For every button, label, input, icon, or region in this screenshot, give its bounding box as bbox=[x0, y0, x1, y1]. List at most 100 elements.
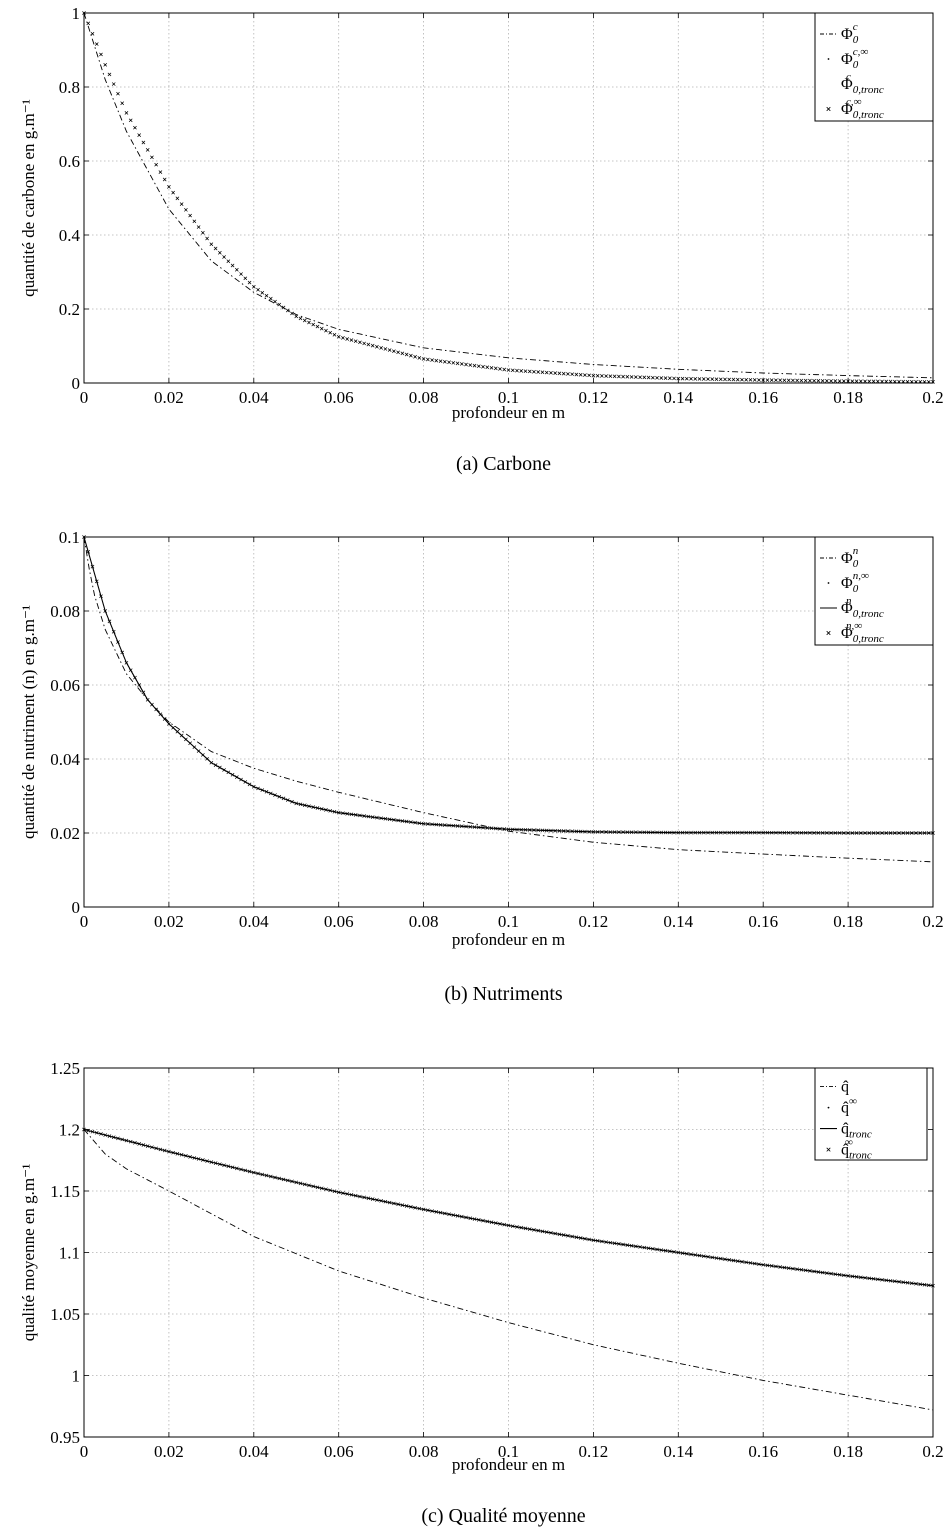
series-marker bbox=[404, 819, 409, 824]
series-marker bbox=[86, 1128, 91, 1133]
series-marker bbox=[421, 1207, 426, 1212]
series-marker bbox=[549, 828, 553, 833]
series-marker bbox=[175, 196, 180, 201]
legend-entry: Φ0,troncc,∞ bbox=[841, 96, 884, 121]
series-marker bbox=[268, 1174, 273, 1179]
series-marker bbox=[285, 1178, 290, 1183]
x-axis-label: profondeur en m bbox=[452, 1455, 565, 1474]
legend-entry: q̂tronc∞ bbox=[841, 1137, 872, 1162]
series-marker bbox=[892, 1279, 897, 1284]
y-tick-label: 0.02 bbox=[50, 824, 80, 843]
series-marker bbox=[680, 376, 685, 381]
series-marker bbox=[701, 1254, 706, 1259]
series-marker bbox=[650, 375, 655, 380]
series-marker bbox=[625, 1243, 630, 1247]
series-marker bbox=[162, 177, 167, 182]
series-marker bbox=[447, 823, 451, 828]
series-marker bbox=[311, 1184, 316, 1189]
series-marker bbox=[706, 830, 710, 835]
series-marker bbox=[574, 372, 579, 377]
x-tick-label: 0.12 bbox=[579, 912, 609, 931]
series-marker bbox=[510, 1224, 515, 1229]
series-marker bbox=[837, 831, 842, 835]
series-marker bbox=[710, 830, 715, 835]
series-marker bbox=[667, 830, 672, 835]
series-marker bbox=[120, 1137, 125, 1142]
series-marker bbox=[735, 377, 740, 382]
series-marker bbox=[731, 830, 736, 835]
series-marker bbox=[680, 1251, 685, 1255]
series-marker bbox=[600, 1239, 604, 1244]
series-marker bbox=[150, 702, 154, 707]
series-marker bbox=[493, 366, 498, 371]
series-marker bbox=[842, 831, 846, 835]
series-marker bbox=[124, 660, 129, 665]
series-marker bbox=[336, 1190, 341, 1195]
legend-swatch bbox=[826, 1147, 831, 1152]
series-marker bbox=[748, 1261, 753, 1265]
series-marker bbox=[510, 368, 515, 373]
x-tick-label: 0.04 bbox=[239, 912, 269, 931]
legend-box bbox=[814, 1067, 928, 1161]
series-marker bbox=[290, 799, 294, 804]
series-marker bbox=[697, 377, 702, 381]
series-marker bbox=[540, 828, 545, 833]
series-marker bbox=[328, 1188, 333, 1193]
x-axis-label: profondeur en m bbox=[452, 930, 565, 949]
series-marker bbox=[404, 1204, 409, 1208]
series-marker bbox=[116, 1136, 120, 1141]
series-marker bbox=[829, 379, 833, 383]
series-marker bbox=[744, 1260, 749, 1265]
series-marker bbox=[154, 1146, 159, 1151]
series-marker bbox=[294, 801, 299, 806]
series-marker bbox=[430, 822, 434, 827]
series-marker bbox=[425, 357, 430, 362]
series-marker bbox=[791, 378, 795, 383]
series-marker bbox=[209, 242, 214, 247]
series-marker bbox=[714, 830, 719, 835]
series-marker bbox=[591, 830, 596, 834]
series-marker bbox=[150, 155, 154, 160]
series-marker bbox=[370, 1197, 375, 1201]
legend-box bbox=[814, 536, 934, 646]
series-marker bbox=[566, 372, 570, 376]
legend-entry: Φ0c,∞ bbox=[841, 46, 868, 71]
series-marker bbox=[201, 753, 205, 757]
series-marker bbox=[120, 101, 125, 106]
x-tick-label: 0.06 bbox=[324, 1442, 354, 1461]
series-marker bbox=[179, 202, 184, 206]
series-marker bbox=[735, 1259, 740, 1263]
series-marker bbox=[319, 326, 324, 331]
series-marker bbox=[795, 1267, 800, 1272]
series-marker bbox=[812, 378, 816, 383]
series-marker bbox=[914, 831, 918, 835]
series-marker bbox=[693, 1253, 698, 1257]
series-marker bbox=[476, 364, 481, 369]
series-marker bbox=[396, 1202, 400, 1207]
x-tick-label: 0.18 bbox=[833, 912, 863, 931]
x-tick-label: 0.06 bbox=[324, 388, 354, 407]
series-marker bbox=[659, 830, 664, 835]
series-marker bbox=[184, 1153, 188, 1158]
series-marker bbox=[184, 207, 188, 212]
series-marker bbox=[256, 287, 260, 292]
series-marker bbox=[107, 619, 112, 624]
series-marker bbox=[527, 828, 532, 832]
series-marker bbox=[247, 782, 252, 787]
series-marker bbox=[663, 1248, 668, 1253]
series-0 bbox=[83, 1129, 934, 1411]
series-marker bbox=[234, 1166, 239, 1171]
series-marker bbox=[324, 328, 328, 333]
series-marker bbox=[264, 1173, 269, 1178]
series-marker bbox=[222, 1163, 226, 1168]
series-marker bbox=[918, 1282, 923, 1287]
series-marker bbox=[493, 1221, 498, 1225]
series-marker bbox=[455, 361, 460, 366]
series-marker bbox=[167, 185, 171, 189]
series-marker bbox=[909, 831, 914, 835]
series-marker bbox=[158, 170, 163, 174]
series-marker bbox=[307, 804, 311, 809]
series-marker bbox=[201, 230, 205, 235]
series-marker bbox=[846, 1274, 850, 1278]
